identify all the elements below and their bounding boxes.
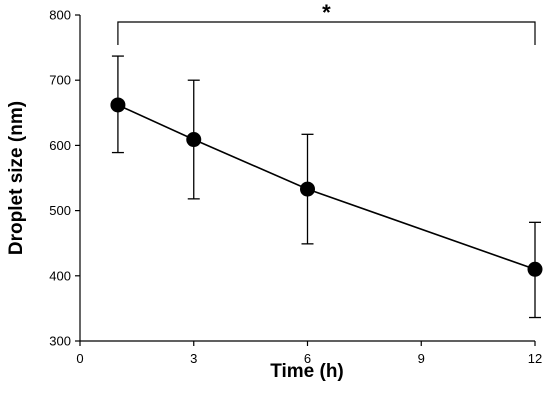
- y-tick-label: 800: [49, 8, 71, 23]
- data-point: [300, 181, 315, 197]
- x-tick-label: 12: [528, 351, 542, 366]
- significance-bracket: [117, 21, 536, 45]
- plot-area: [110, 55, 543, 319]
- x-tick-label: 6: [304, 351, 311, 366]
- x-tick-label: 9: [418, 351, 425, 366]
- y-tick-label: 700: [49, 73, 71, 88]
- x-axis-title: Time (h): [270, 361, 344, 382]
- data-point: [110, 97, 126, 113]
- x-axis: 0 3 6 9 12: [76, 340, 542, 366]
- y-tick-label: 400: [49, 268, 71, 283]
- data-point: [527, 261, 543, 277]
- x-tick-label: 0: [76, 351, 83, 366]
- y-axis: 300 400 500 600 700 800: [49, 8, 81, 349]
- y-tick-label: 600: [49, 138, 71, 153]
- data-point: [186, 132, 202, 148]
- series-line: [117, 104, 536, 271]
- y-tick-label: 500: [49, 203, 71, 218]
- y-tick-label: 300: [49, 334, 71, 349]
- x-tick-label: 3: [190, 351, 197, 366]
- annotations: *: [117, 0, 536, 45]
- y-axis-title: Droplet size (nm): [6, 101, 27, 255]
- significance-marker: *: [322, 0, 331, 25]
